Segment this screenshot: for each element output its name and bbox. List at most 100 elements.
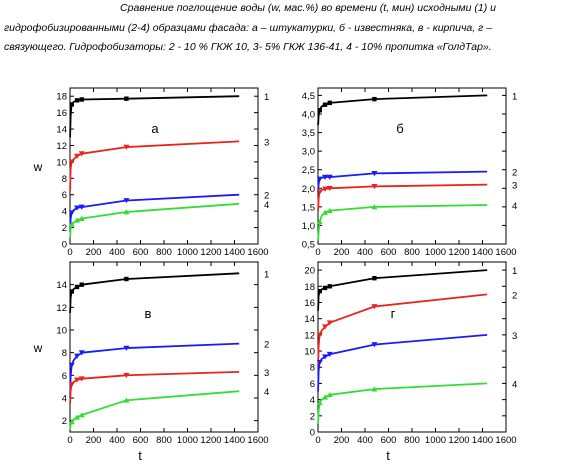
x-tick-label: 1000 — [177, 435, 198, 446]
x-axis-label: t — [386, 448, 390, 463]
y-tick-label: 10 — [304, 347, 315, 358]
plot-frame — [69, 87, 259, 245]
y-tick-label: 2 — [310, 411, 315, 422]
y-tick-label: 8 — [62, 348, 67, 359]
data-point-1 — [79, 282, 84, 287]
x-tick-label: 800 — [404, 435, 420, 446]
caption-line-1: Сравнение поглощение воды (w, мас.%) во … — [120, 2, 496, 14]
data-point-2 — [371, 171, 378, 177]
series-label-4: 4 — [264, 387, 269, 398]
y-tick-label: 18 — [304, 282, 315, 293]
series-line-4 — [317, 382, 488, 424]
data-point-3 — [322, 186, 329, 192]
series-line-2 — [69, 193, 240, 232]
series-line-3 — [69, 140, 240, 191]
y-tick-label: 14 — [304, 314, 315, 325]
y-tick-label: 2,5 — [302, 165, 315, 176]
x-tick-label: 600 — [381, 247, 397, 258]
data-point-2 — [371, 304, 378, 310]
caption-line-2: гидрофобизированными (2-4) образцами фас… — [4, 22, 493, 34]
data-point-3 — [326, 185, 333, 192]
y-tick-label: 14 — [56, 280, 67, 291]
y-axis-label: w — [33, 160, 43, 174]
y-tick-label: 4,5 — [302, 91, 315, 102]
x-tick-label: 1600 — [247, 435, 268, 446]
series-label-4: 4 — [512, 201, 517, 212]
series-line-1 — [317, 94, 488, 126]
y-tick-label: 18 — [56, 92, 67, 103]
series-line-1 — [69, 95, 240, 138]
y-tick-label: 20 — [304, 266, 315, 277]
data-point-2 — [316, 176, 323, 182]
data-point-1 — [74, 98, 80, 103]
y-axis-label: w — [33, 341, 43, 355]
x-tick-label: 200 — [86, 247, 102, 258]
data-point-1 — [372, 96, 377, 102]
data-point-4 — [123, 209, 130, 215]
data-point-1 — [372, 275, 377, 281]
x-tick-label: 1000 — [177, 247, 198, 258]
data-point-2 — [322, 174, 329, 180]
series-label-3: 3 — [512, 181, 517, 192]
data-point-4 — [371, 386, 378, 392]
y-tick-label: 0 — [310, 428, 315, 439]
data-point-4 — [74, 217, 81, 223]
data-point-2 — [316, 332, 323, 338]
data-point-2 — [123, 198, 130, 204]
y-tick-label: 12 — [304, 330, 315, 341]
series-line-4 — [317, 204, 488, 241]
data-point-4 — [322, 209, 329, 215]
x-tick-label: 600 — [133, 247, 149, 258]
x-tick-label: 200 — [334, 247, 350, 258]
x-tick-label: 1200 — [200, 435, 221, 446]
data-point-1 — [124, 276, 129, 282]
x-tick-label: 1200 — [448, 435, 469, 446]
data-point-1 — [317, 108, 322, 113]
series-label-1: 1 — [512, 266, 517, 277]
data-point-2 — [74, 205, 81, 211]
x-tick-label: 1200 — [448, 247, 469, 258]
x-tick-label: 1400 — [224, 247, 245, 258]
x-tick-label: 400 — [357, 435, 373, 446]
x-tick-label: 800 — [156, 247, 172, 258]
data-point-3 — [316, 189, 323, 195]
data-point-1 — [317, 288, 322, 294]
data-point-3 — [326, 351, 333, 358]
data-point-3 — [78, 376, 85, 382]
x-tick-label: 1600 — [495, 247, 516, 258]
series-line-2 — [317, 170, 488, 193]
y-tick-label: 10 — [56, 326, 67, 337]
data-point-1 — [322, 102, 328, 107]
y-tick-label: 10 — [56, 157, 67, 168]
y-tick-label: 1,5 — [302, 202, 315, 213]
data-point-4 — [78, 215, 85, 221]
x-tick-label: 400 — [109, 247, 125, 258]
data-point-3 — [316, 359, 323, 366]
x-tick-label: 600 — [133, 435, 149, 446]
series-label-1: 1 — [264, 92, 269, 103]
series-label-2: 2 — [264, 340, 269, 351]
x-tick-label: 0 — [67, 247, 72, 258]
plot-frame — [317, 261, 507, 433]
data-point-3 — [78, 151, 85, 157]
data-point-4 — [326, 391, 333, 398]
x-tick-label: 1200 — [200, 247, 221, 258]
y-tick-label: 4 — [310, 395, 315, 406]
data-point-4 — [316, 218, 323, 225]
y-tick-label: 6 — [62, 190, 67, 201]
data-point-4 — [74, 414, 81, 420]
x-axis-label: t — [138, 448, 142, 463]
y-tick-label: 3,0 — [302, 147, 315, 158]
series-line-2 — [69, 342, 240, 399]
panel-letter: б — [396, 121, 403, 136]
y-tick-label: 1,0 — [302, 221, 315, 232]
data-point-2 — [78, 204, 85, 210]
data-point-2 — [326, 174, 333, 180]
data-point-1 — [327, 100, 332, 106]
x-tick-label: 1600 — [247, 247, 268, 258]
data-point-1 — [69, 102, 74, 107]
data-point-2 — [326, 320, 333, 326]
data-point-3 — [68, 382, 75, 388]
data-point-4 — [326, 207, 333, 213]
